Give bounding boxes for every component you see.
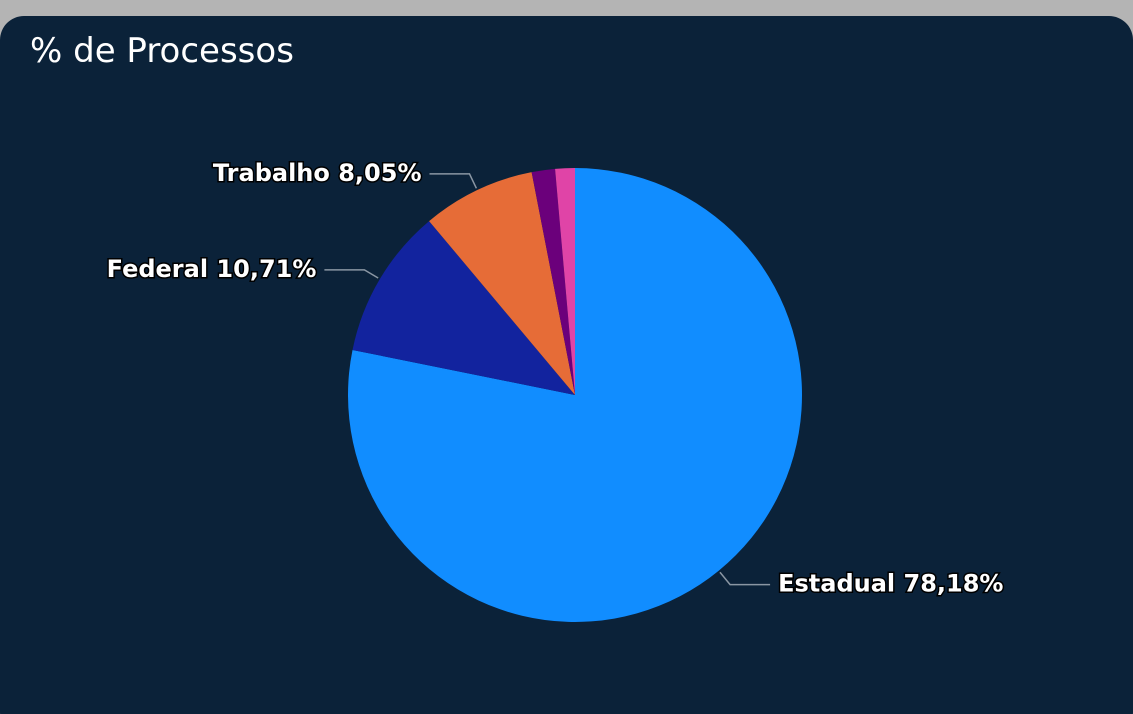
leader-line — [429, 173, 478, 189]
chart-title: % de Processos — [30, 31, 294, 71]
pie-slice — [352, 221, 575, 395]
category-label: Estadual — [778, 570, 895, 598]
pie-slice — [555, 168, 575, 395]
data-label: Trabalho 8,05% — [213, 159, 422, 187]
data-label: Federal 10,71% — [107, 255, 317, 283]
category-label: Federal — [107, 255, 208, 283]
pie-slice — [429, 172, 575, 395]
leader-line — [719, 571, 771, 586]
data-label: Estadual 78,18% — [778, 570, 1003, 598]
pie-slice — [348, 168, 802, 623]
leader-line — [324, 269, 379, 279]
pie-slice — [531, 168, 575, 395]
value-label: 78,18% — [904, 570, 1004, 598]
value-label: 8,05% — [338, 159, 421, 187]
value-label: 10,71% — [216, 255, 316, 283]
category-label: Trabalho — [213, 159, 330, 187]
